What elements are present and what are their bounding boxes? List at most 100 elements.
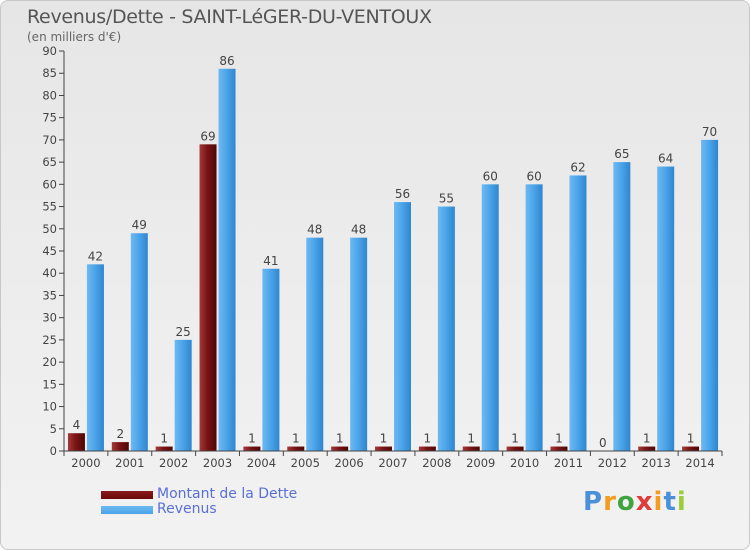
y-tick-label: 60 [42, 177, 57, 191]
data-label-debt: 1 [424, 432, 432, 446]
bar-revenus [130, 233, 148, 451]
x-tick-label: 2014 [685, 456, 714, 470]
data-label-debt: 4 [73, 418, 81, 432]
bar-revenus [701, 139, 719, 451]
bar-debt [375, 446, 392, 451]
bar-debt [243, 446, 261, 451]
bar-revenus [218, 68, 236, 452]
data-label-debt: 1 [643, 432, 651, 446]
y-tick-label: 85 [42, 66, 57, 80]
bar-revenus [481, 184, 499, 452]
x-tick-label: 2012 [598, 456, 627, 470]
logo-letter: i [676, 487, 687, 517]
bar-revenus [437, 206, 455, 451]
data-label-debt: 1 [555, 432, 563, 446]
logo-letter: o [616, 487, 636, 517]
bar-revenus [657, 166, 675, 452]
bar-debt [638, 446, 656, 451]
data-label-revenus: 62 [570, 160, 585, 174]
y-tick-label: 35 [42, 288, 57, 302]
y-tick-label: 5 [50, 422, 57, 436]
data-label-revenus: 42 [88, 249, 103, 263]
bar-debt [155, 446, 173, 451]
y-tick-label: 70 [42, 133, 57, 147]
logo-letter: P [583, 487, 604, 517]
legend-label-debt: Montant de la Dette [157, 486, 298, 502]
y-tick-label: 20 [42, 355, 57, 369]
data-label-debt: 1 [336, 432, 344, 446]
bar-debt [199, 144, 217, 452]
legend-swatch-debt [101, 491, 153, 499]
bar-debt [682, 446, 700, 451]
y-tick-label: 25 [42, 333, 57, 347]
x-tick-label: 2007 [378, 456, 407, 470]
bar-revenus [394, 202, 411, 451]
x-tick-label: 2002 [159, 456, 188, 470]
data-label-revenus: 65 [614, 147, 629, 161]
data-label-debt: 1 [160, 432, 168, 446]
x-axis: 2000 2001 2002 2003 2004 2005 2006 2007 2008 2009… [63, 450, 723, 470]
y-tick-label: 40 [42, 266, 57, 280]
x-tick-label: 2009 [466, 456, 495, 470]
bar-debt [111, 442, 129, 451]
data-label-revenus: 55 [439, 192, 454, 206]
x-tick-label: 2000 [71, 456, 100, 470]
y-tick-label: 65 [42, 155, 57, 169]
data-label-debt: 1 [687, 432, 695, 446]
bar-debt [418, 446, 436, 451]
data-label-debt: 1 [292, 432, 300, 446]
logo-letter: x [635, 487, 654, 517]
logo-letter: i [653, 487, 664, 517]
bar-debt [550, 446, 568, 451]
y-tick-label: 55 [42, 200, 57, 214]
chart-subtitle: (en milliers d'€) [27, 30, 122, 44]
bar-debt [67, 433, 85, 451]
bar-revenus [86, 264, 104, 451]
logo-letter: t [663, 487, 677, 517]
bars-group: 4 42 2 49 1 25 69 86 1 41 1 48 1 48 1 56 1 55 1 60 1 60 1 62 0 65… [67, 54, 719, 452]
data-label-revenus: 41 [263, 254, 278, 268]
x-tick-label: 2013 [642, 456, 671, 470]
data-label-debt: 1 [511, 432, 519, 446]
bar-debt [506, 446, 524, 451]
data-label-revenus: 49 [132, 218, 147, 232]
bar-debt [462, 446, 480, 451]
data-label-revenus: 48 [351, 223, 366, 237]
data-label-revenus: 70 [702, 125, 717, 139]
data-label-debt: 1 [248, 432, 256, 446]
bar-debt [287, 446, 305, 451]
data-label-revenus: 48 [307, 223, 322, 237]
bar-revenus [262, 268, 280, 451]
y-tick-label: 30 [42, 311, 57, 325]
data-label-revenus: 60 [483, 169, 498, 183]
y-tick-label: 0 [50, 444, 57, 458]
x-tick-label: 2003 [203, 456, 232, 470]
y-axis: 0 5 10 15 20 25 30 35 40 45 50 55 60 65 70 75 80 85 90 [42, 44, 65, 458]
proxiti-logo: Proxiti [583, 487, 687, 517]
data-label-revenus: 60 [526, 169, 541, 183]
y-tick-label: 80 [42, 88, 57, 102]
y-tick-label: 10 [42, 400, 57, 414]
data-label-debt: 2 [116, 427, 124, 441]
x-tick-label: 2008 [422, 456, 451, 470]
bar-revenus [350, 237, 368, 451]
data-label-debt: 69 [200, 129, 215, 143]
bar-revenus [569, 175, 587, 451]
logo-letter: r [603, 487, 617, 517]
data-label-debt: 0 [599, 436, 607, 450]
bar-revenus [306, 237, 324, 451]
x-tick-label: 2011 [554, 456, 583, 470]
x-tick-label: 2001 [115, 456, 144, 470]
x-tick-label: 2004 [247, 456, 276, 470]
data-label-revenus: 56 [395, 187, 410, 201]
x-tick-label: 2006 [334, 456, 363, 470]
legend-swatch-revenus [101, 506, 153, 514]
x-tick-label: 2010 [510, 456, 539, 470]
data-label-revenus: 25 [176, 325, 191, 339]
y-tick-label: 45 [42, 244, 57, 258]
y-tick-label: 75 [42, 111, 57, 125]
bar-revenus [174, 339, 192, 451]
data-label-revenus: 86 [219, 54, 234, 68]
